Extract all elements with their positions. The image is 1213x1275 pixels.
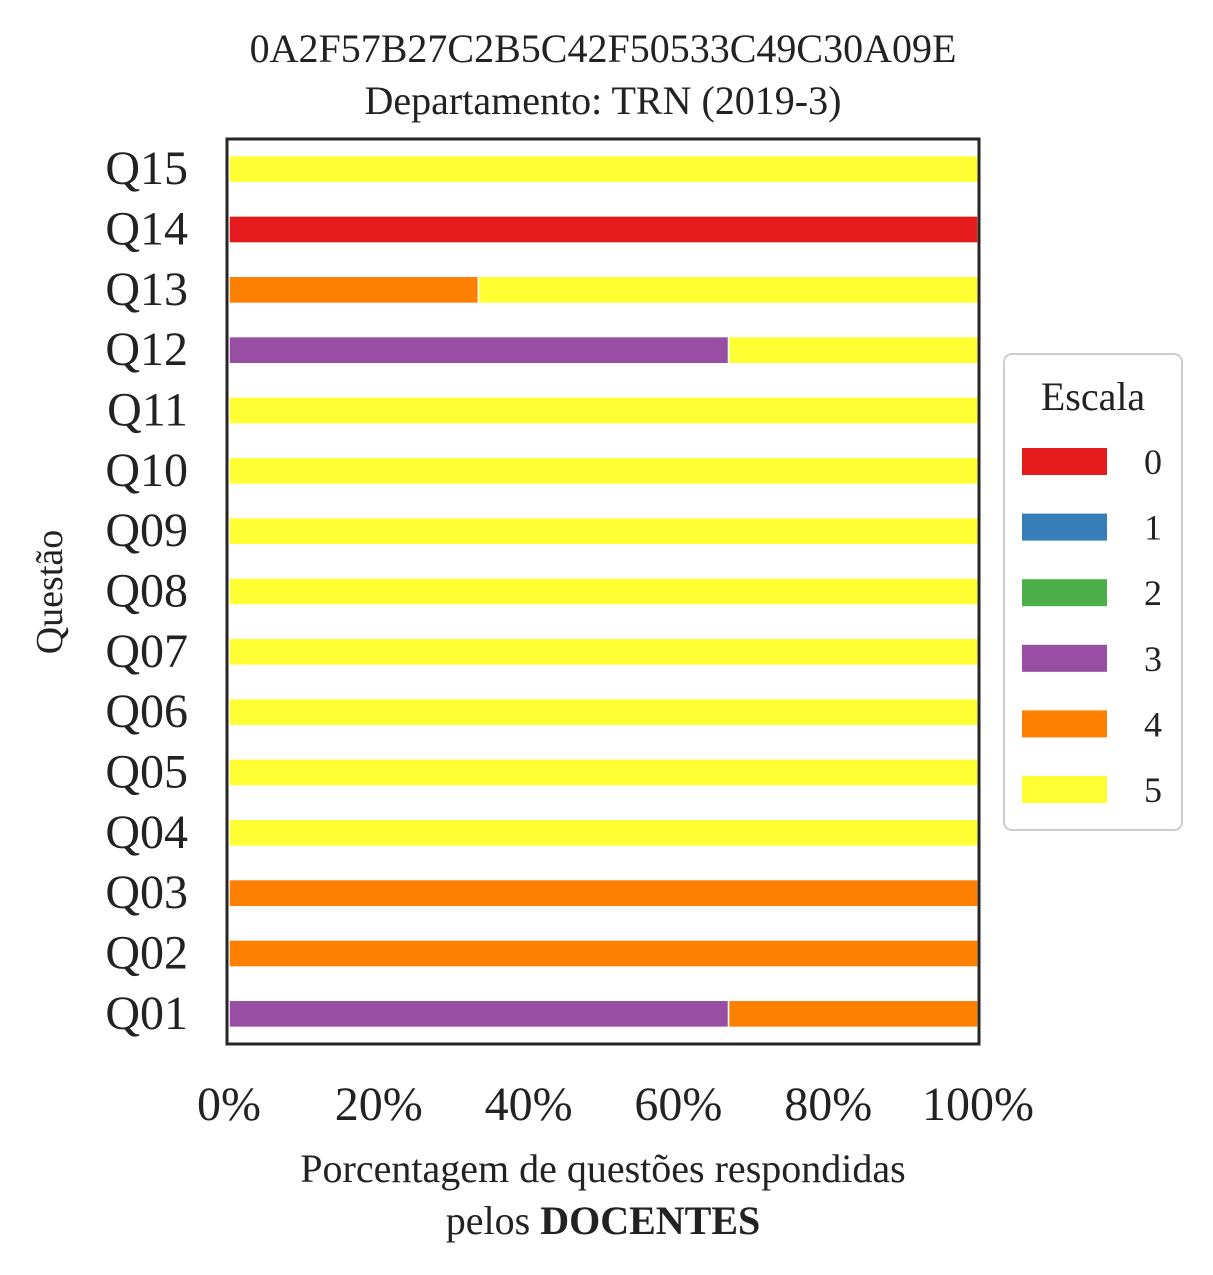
plot-frame <box>225 137 981 1046</box>
bar-q13-scale-5 <box>477 275 979 305</box>
legend-swatch-1 <box>1022 513 1107 541</box>
x-tick-label-60: 60% <box>634 1078 722 1131</box>
bar-q01-scale-3 <box>228 999 730 1029</box>
legend-label-2: 2 <box>1144 573 1162 613</box>
legend-label-1: 1 <box>1144 508 1162 548</box>
bar-q09-scale-5 <box>228 516 979 546</box>
legend-label-3: 3 <box>1144 639 1162 679</box>
legend-items: 0 1 2 3 4 5 <box>1022 442 1162 810</box>
y-tick-label-q09: Q09 <box>105 504 188 557</box>
y-tick-label-q12: Q12 <box>105 323 188 376</box>
bars-group <box>228 154 979 1029</box>
x-axis-label-prefix: pelos <box>446 1198 540 1243</box>
legend: Escala 0 1 2 3 4 5 <box>1003 353 1183 831</box>
bar-q04-scale-5 <box>228 818 979 848</box>
legend-label-5: 5 <box>1144 770 1162 810</box>
y-tick-labels: Q01 Q02 Q03 Q04 Q05 Q06 Q07 Q08 Q09 Q10 Q11 Q12 Q13 Q… <box>105 142 188 1040</box>
y-tick-label-q04: Q04 <box>105 806 188 859</box>
legend-swatch-0 <box>1022 448 1107 475</box>
bar-q05-scale-5 <box>228 758 979 787</box>
legend-swatch-3 <box>1022 644 1107 672</box>
y-tick-label-q02: Q02 <box>105 927 188 980</box>
y-tick-label-q08: Q08 <box>105 565 188 618</box>
legend-swatch-5 <box>1022 776 1107 803</box>
bar-q02-scale-4 <box>228 939 979 968</box>
x-tick-labels: 0% 20% 40% 60% 80% 100% <box>197 1078 1034 1131</box>
y-tick-label-q06: Q06 <box>105 685 188 738</box>
y-tick-label-q13: Q13 <box>105 263 188 316</box>
bar-q07-scale-5 <box>228 637 979 667</box>
bar-q06-scale-5 <box>228 697 979 727</box>
y-tick-label-q10: Q10 <box>105 444 188 497</box>
bar-q14-scale-0 <box>228 215 979 244</box>
legend-label-4: 4 <box>1144 704 1162 744</box>
y-axis-label: Questão <box>29 530 71 655</box>
y-tick-label-q05: Q05 <box>105 746 188 799</box>
x-tick-label-40: 40% <box>485 1078 573 1131</box>
chart-subtitle: Departamento: TRN (2019-3) <box>365 78 842 123</box>
bar-q12-scale-3 <box>228 335 730 365</box>
y-tick-label-q01: Q01 <box>105 987 188 1040</box>
y-tick-label-q15: Q15 <box>105 142 188 195</box>
legend-swatch-4 <box>1022 710 1107 738</box>
x-tick-label-80: 80% <box>784 1078 872 1131</box>
bar-q12-scale-5 <box>727 335 979 365</box>
bar-q03-scale-4 <box>228 878 979 908</box>
x-tick-label-20: 20% <box>335 1078 423 1131</box>
y-tick-label-q03: Q03 <box>105 866 188 919</box>
y-tick-label-q14: Q14 <box>105 203 188 256</box>
bar-q08-scale-5 <box>228 577 979 606</box>
legend-title: Escala <box>1041 374 1146 419</box>
x-tick-label-100: 100% <box>922 1078 1034 1131</box>
bar-q13-scale-4 <box>228 275 480 305</box>
x-tick-label-0: 0% <box>197 1078 261 1131</box>
legend-label-0: 0 <box>1144 442 1162 482</box>
x-axis-label-bold: DOCENTES <box>540 1198 760 1243</box>
x-axis-label-line1: Porcentagem de questões respondidas <box>300 1146 905 1191</box>
y-tick-label-q11: Q11 <box>107 384 188 437</box>
bar-q11-scale-5 <box>228 396 979 425</box>
y-tick-label-q07: Q07 <box>105 625 188 678</box>
chart-title: 0A2F57B27C2B5C42F50533C49C30A09E <box>250 26 957 71</box>
bar-q01-scale-4 <box>727 999 979 1029</box>
bar-q10-scale-5 <box>228 456 979 486</box>
bar-q15-scale-5 <box>228 154 979 184</box>
x-axis-label-line2: pelos DOCENTES <box>446 1198 761 1243</box>
legend-swatch-2 <box>1022 579 1107 607</box>
